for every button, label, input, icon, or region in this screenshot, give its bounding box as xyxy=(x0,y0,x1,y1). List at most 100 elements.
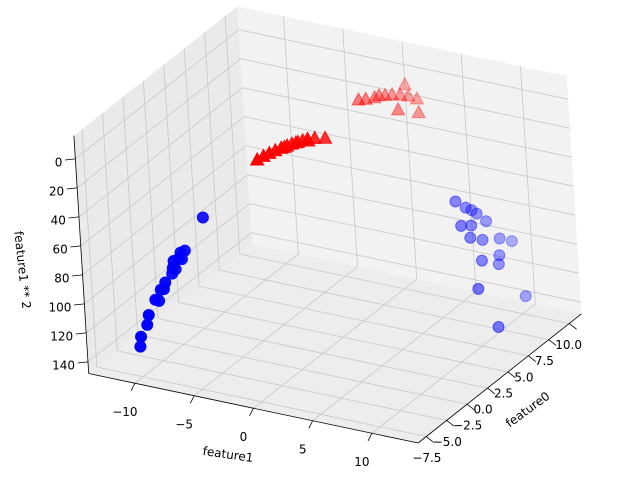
pane xyxy=(73,6,253,374)
tick-mark xyxy=(367,433,373,442)
point xyxy=(157,283,170,296)
point xyxy=(134,340,147,353)
z-tick-label: 140 xyxy=(52,358,75,372)
grid-line xyxy=(251,232,581,303)
axis-line xyxy=(88,373,419,444)
point xyxy=(475,254,488,267)
point xyxy=(409,90,425,105)
grid-line xyxy=(247,174,578,245)
tick-mark xyxy=(426,436,434,443)
z-tick-label: 40 xyxy=(51,213,66,227)
tick-mark xyxy=(548,339,557,346)
point xyxy=(470,207,483,220)
grid-line xyxy=(401,41,418,280)
grid-line xyxy=(78,87,243,218)
grid-line xyxy=(82,145,247,276)
x-tick-label: 0.0 xyxy=(474,403,493,417)
grid-line xyxy=(240,58,571,129)
tick-mark xyxy=(308,420,314,429)
x-tick-label: −5.0 xyxy=(433,435,462,449)
grid-line xyxy=(81,129,98,368)
point xyxy=(465,204,478,217)
point xyxy=(300,132,316,147)
grid-line xyxy=(183,48,200,287)
y-tick-label: 10 xyxy=(354,455,369,469)
tick-mark xyxy=(72,274,83,277)
point xyxy=(397,76,413,91)
point xyxy=(351,91,366,106)
point xyxy=(142,309,155,322)
y-axis-label: feature1 xyxy=(202,444,254,465)
grid-line xyxy=(76,58,241,189)
x-tick-label: 7.5 xyxy=(535,354,554,368)
axis-line xyxy=(417,313,582,444)
point xyxy=(492,258,505,271)
grid-line xyxy=(244,116,574,187)
grid-line xyxy=(224,16,241,255)
y-tick-label: −10 xyxy=(112,405,137,419)
tick-mark xyxy=(507,371,516,379)
point xyxy=(464,231,477,244)
z-tick-label: 100 xyxy=(48,300,71,314)
grid-line xyxy=(122,96,139,335)
tick-mark xyxy=(249,408,254,417)
point xyxy=(411,104,426,119)
tick-mark xyxy=(130,383,136,392)
x-tick-label: −7.5 xyxy=(412,451,441,465)
x-tick-label: 10.0 xyxy=(555,338,582,352)
tick-mark xyxy=(64,158,76,161)
grid-line xyxy=(142,80,159,319)
point xyxy=(288,134,304,149)
point xyxy=(153,294,166,307)
z-tick-label: 80 xyxy=(54,271,69,285)
point xyxy=(174,246,187,259)
y-tick-label: 5 xyxy=(299,442,307,456)
point xyxy=(141,318,154,331)
point xyxy=(276,139,292,153)
point xyxy=(358,91,374,105)
point xyxy=(493,249,506,262)
point xyxy=(480,215,493,228)
tick-mark xyxy=(568,323,577,330)
tick-mark xyxy=(66,187,78,190)
grid-line xyxy=(342,28,358,267)
grid-line xyxy=(134,253,299,384)
point xyxy=(371,87,387,102)
z-tick-label: 20 xyxy=(49,184,64,198)
grid-line xyxy=(520,66,536,305)
tick-mark xyxy=(466,403,475,411)
point xyxy=(135,330,148,343)
grid-line xyxy=(204,32,220,271)
grid-line xyxy=(242,87,572,158)
point xyxy=(505,235,518,248)
point xyxy=(367,89,382,104)
grid-line xyxy=(84,174,249,305)
grid-line xyxy=(245,145,576,216)
point xyxy=(472,282,485,295)
point xyxy=(317,130,333,144)
tick-mark xyxy=(446,420,455,427)
point xyxy=(196,211,209,224)
grid-line xyxy=(193,266,358,397)
grid-line xyxy=(238,29,569,100)
grid-line xyxy=(75,29,239,160)
grid-line xyxy=(80,116,245,247)
grid-line xyxy=(283,16,299,255)
y-tick-label: 0 xyxy=(240,430,248,444)
point xyxy=(492,321,505,334)
tick-mark xyxy=(528,355,537,362)
point xyxy=(400,87,416,102)
z-tick-label: 60 xyxy=(52,242,67,256)
point xyxy=(390,101,406,116)
x-tick-label: −2.5 xyxy=(453,419,482,433)
grid-line xyxy=(312,291,477,422)
point xyxy=(449,195,462,208)
point xyxy=(392,87,408,101)
z-tick-label: 120 xyxy=(50,329,73,343)
tick-mark xyxy=(77,361,89,364)
x-tick-label: 2.5 xyxy=(494,386,513,400)
point xyxy=(455,219,468,232)
tick-mark xyxy=(73,303,85,306)
point xyxy=(493,232,506,245)
